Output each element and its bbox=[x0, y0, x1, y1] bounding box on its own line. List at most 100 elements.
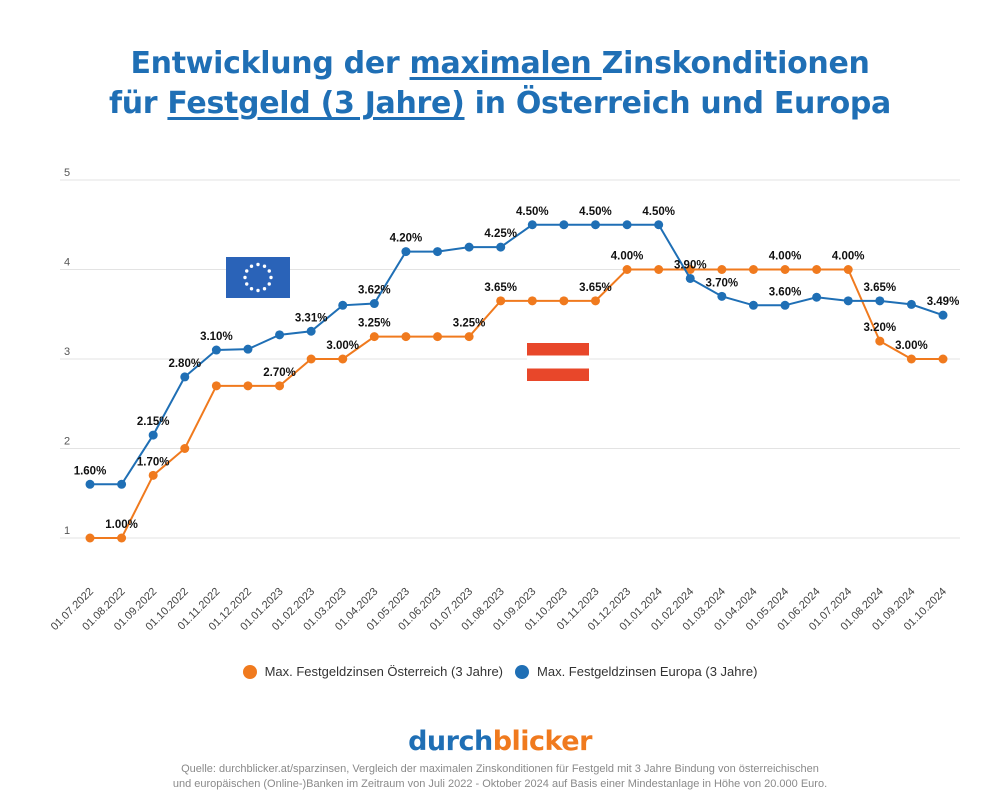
austria-flag-white-band bbox=[527, 355, 589, 369]
data-point-europe bbox=[590, 220, 600, 230]
data-point-austria bbox=[717, 265, 727, 274]
data-point-austria bbox=[527, 296, 537, 306]
data-point-europe bbox=[117, 479, 127, 489]
y-tick-label: 3 bbox=[64, 346, 70, 358]
data-point-europe bbox=[685, 273, 695, 283]
data-point-austria bbox=[85, 533, 95, 543]
eu-flag-star bbox=[269, 275, 273, 280]
data-point-austria bbox=[243, 381, 253, 391]
chart-title: Entwicklung der maximalen Zinskonditione… bbox=[0, 44, 1000, 124]
data-label-europe: 4.50% bbox=[579, 206, 612, 218]
eu-flag-star bbox=[267, 282, 271, 286]
data-label-austria: 2.70% bbox=[263, 367, 296, 379]
y-tick-label: 4 bbox=[64, 257, 70, 269]
data-point-europe bbox=[622, 220, 632, 230]
eu-flag-icon bbox=[226, 257, 290, 298]
eu-flag-star bbox=[249, 264, 254, 268]
data-label-austria: 3.00% bbox=[895, 340, 928, 352]
data-label-europe: 4.25% bbox=[484, 228, 517, 240]
data-point-europe bbox=[938, 310, 948, 320]
data-point-austria bbox=[148, 470, 158, 480]
data-point-europe bbox=[275, 330, 285, 340]
data-point-europe bbox=[748, 300, 758, 310]
data-point-austria bbox=[559, 296, 569, 306]
data-point-austria bbox=[812, 265, 822, 274]
data-point-europe bbox=[180, 372, 190, 382]
data-point-europe bbox=[812, 292, 822, 302]
legend-marker-europe bbox=[515, 664, 530, 679]
data-point-austria bbox=[180, 444, 190, 453]
eu-flag-star bbox=[267, 269, 271, 273]
legend-item-europe[interactable]: Max. Festgeldzinsen Europa (3 Jahre) bbox=[515, 664, 757, 679]
data-point-europe bbox=[496, 242, 506, 252]
legend-item-austria[interactable]: Max. Festgeldzinsen Österreich (3 Jahre) bbox=[242, 664, 503, 679]
data-point-europe bbox=[211, 345, 221, 355]
data-point-europe bbox=[369, 299, 379, 309]
data-point-europe bbox=[717, 291, 727, 301]
data-label-austria: 3.25% bbox=[453, 318, 486, 330]
data-point-europe bbox=[875, 296, 885, 306]
data-label-europe: 2.15% bbox=[137, 416, 170, 428]
data-point-austria bbox=[433, 332, 443, 342]
data-point-europe bbox=[906, 299, 916, 309]
source-note: Quelle: durchblicker.at/sparzinsen, Verg… bbox=[0, 762, 1000, 792]
data-label-europe: 3.49% bbox=[927, 296, 960, 308]
title-line-1: Entwicklung der maximalen Zinskonditione… bbox=[130, 46, 870, 81]
data-label-austria: 4.00% bbox=[832, 251, 865, 263]
source-line-1: Quelle: durchblicker.at/sparzinsen, Verg… bbox=[181, 763, 819, 775]
data-point-europe bbox=[401, 247, 411, 257]
data-label-austria: 1.70% bbox=[137, 456, 170, 468]
data-point-austria bbox=[338, 354, 348, 364]
data-point-austria bbox=[401, 332, 411, 342]
data-label-austria: 3.25% bbox=[358, 318, 391, 330]
data-label-europe: 4.50% bbox=[516, 206, 549, 218]
data-point-europe bbox=[843, 296, 853, 306]
data-label-austria: 3.65% bbox=[579, 282, 612, 294]
data-point-austria bbox=[875, 336, 885, 346]
data-point-europe bbox=[433, 247, 443, 257]
eu-flag-star bbox=[249, 287, 254, 291]
data-point-europe bbox=[338, 300, 348, 310]
data-point-europe bbox=[654, 220, 664, 230]
line-chart: 1234501.07.202201.08.202201.09.202201.10… bbox=[49, 167, 960, 633]
data-label-europe: 4.20% bbox=[390, 233, 423, 245]
data-label-austria: 4.00% bbox=[769, 251, 802, 263]
data-label-europe: 3.10% bbox=[200, 331, 233, 343]
series-line-austria bbox=[90, 268, 943, 539]
data-point-europe bbox=[780, 300, 790, 310]
data-label-europe: 2.80% bbox=[168, 358, 201, 370]
eu-flag-star bbox=[256, 262, 260, 267]
data-label-europe: 3.31% bbox=[295, 312, 328, 324]
data-point-europe bbox=[243, 344, 253, 354]
y-tick-label: 5 bbox=[64, 167, 70, 179]
y-tick-label: 1 bbox=[64, 525, 70, 537]
legend: Max. Festgeldzinsen Österreich (3 Jahre)… bbox=[0, 664, 1000, 679]
data-label-europe: 3.70% bbox=[706, 277, 739, 289]
eu-flag-star bbox=[245, 269, 249, 273]
data-point-austria bbox=[654, 265, 664, 274]
data-point-austria bbox=[464, 332, 474, 342]
eu-flag-star bbox=[256, 288, 260, 293]
data-point-austria bbox=[275, 381, 285, 391]
data-label-europe: 3.65% bbox=[864, 282, 897, 294]
data-point-austria bbox=[496, 296, 506, 306]
data-point-austria bbox=[622, 265, 632, 274]
data-point-austria bbox=[117, 533, 127, 543]
data-label-europe: 3.90% bbox=[674, 259, 707, 271]
data-label-austria: 3.65% bbox=[484, 282, 517, 294]
y-tick-label: 2 bbox=[64, 436, 70, 448]
data-point-austria bbox=[211, 381, 221, 391]
data-point-austria bbox=[780, 265, 790, 274]
data-label-austria: 3.20% bbox=[864, 322, 897, 334]
data-label-europe: 1.60% bbox=[74, 465, 107, 477]
data-label-austria: 3.00% bbox=[326, 340, 359, 352]
data-point-europe bbox=[464, 242, 474, 252]
eu-flag-star bbox=[245, 282, 249, 286]
data-point-austria bbox=[306, 354, 316, 364]
legend-marker-austria bbox=[242, 664, 257, 679]
data-point-europe bbox=[559, 220, 569, 230]
data-label-europe: 3.60% bbox=[769, 286, 802, 298]
series-line-europe bbox=[90, 223, 944, 486]
data-label-austria: 1.00% bbox=[105, 519, 138, 531]
data-label-europe: 3.62% bbox=[358, 285, 391, 297]
